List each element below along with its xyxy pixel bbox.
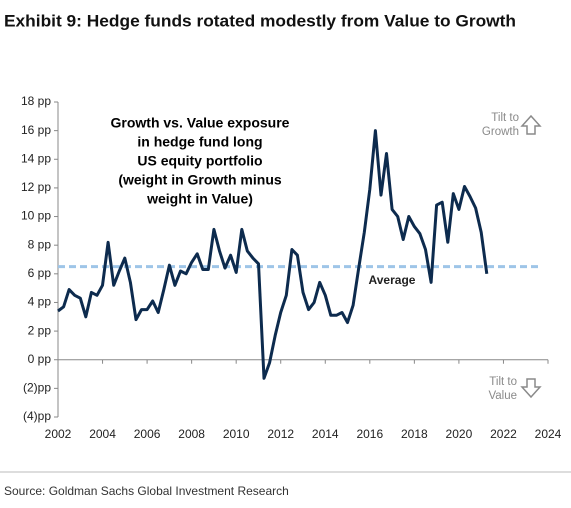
tilt-up-arrow [520, 114, 542, 135]
tilt-down-label: Tilt to [489, 376, 517, 388]
y-tick-label: (2)pp [23, 381, 51, 395]
tilt-up-label: Growth [482, 126, 519, 138]
y-tick-label: (4)pp [23, 409, 51, 423]
y-tick-label: 12 pp [21, 180, 51, 194]
annotation: (weight in Growth minus [118, 172, 282, 188]
tilt-down-arrow [520, 378, 542, 399]
x-tick-label: 2014 [312, 427, 339, 441]
y-tick-label: 8 pp [28, 237, 52, 251]
y-tick-label: 6 pp [28, 266, 52, 280]
x-tick-label: 2020 [446, 427, 473, 441]
x-tick-label: 2006 [134, 427, 161, 441]
x-tick-label: 2010 [223, 427, 250, 441]
tilt-down-label: Value [488, 390, 517, 402]
x-tick-label: 2008 [178, 427, 205, 441]
source: Source: Goldman Sachs Global Investment … [4, 484, 289, 498]
annotation: weight in Value) [146, 191, 253, 207]
y-tick-label: 0 pp [28, 352, 52, 366]
tilt-up-label: Tilt to [491, 112, 519, 124]
x-tick-label: 2016 [356, 427, 383, 441]
y-tick-label: 10 pp [21, 209, 51, 223]
annotation: in hedge fund long [137, 134, 262, 150]
x-tick-label: 2002 [45, 427, 72, 441]
y-tick-label: 2 pp [28, 323, 52, 337]
annotation: US equity portfolio [137, 153, 262, 169]
average-label: Average [369, 273, 416, 287]
x-tick-label: 2018 [401, 427, 428, 441]
x-tick-label: 2004 [89, 427, 116, 441]
chart-title: Exhibit 9: Hedge funds rotated modestly … [4, 11, 516, 30]
y-tick-label: 4 pp [28, 295, 52, 309]
y-tick-label: 16 pp [21, 123, 51, 137]
y-tick-label: 14 pp [21, 151, 51, 165]
x-tick-label: 2012 [267, 427, 294, 441]
annotation: Growth vs. Value exposure [111, 115, 290, 131]
x-tick-label: 2024 [535, 427, 562, 441]
y-tick-label: 18 pp [21, 94, 51, 108]
data-line [57, 129, 489, 380]
x-tick-label: 2022 [490, 427, 517, 441]
